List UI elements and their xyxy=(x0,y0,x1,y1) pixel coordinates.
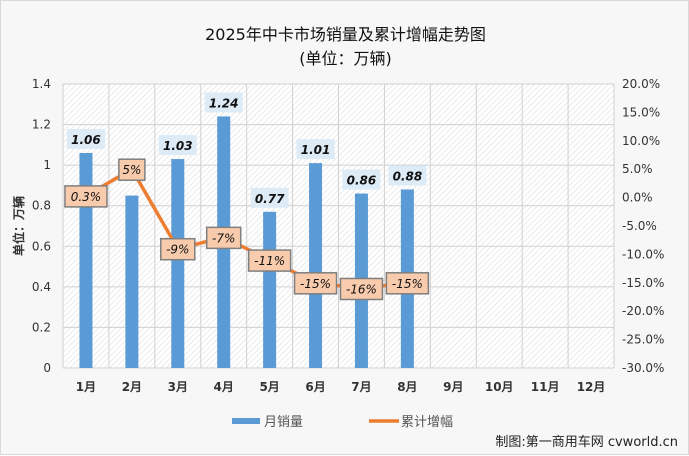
line-label: 5% xyxy=(122,163,141,177)
x-tick-label: 7月 xyxy=(351,380,371,394)
y2-tick-label: 10.0% xyxy=(622,134,660,148)
y2-tick-label: -30.0% xyxy=(622,361,664,375)
line-label: -15% xyxy=(300,277,331,291)
y-tick-label: 0 xyxy=(43,361,51,375)
y-axis-label: 单位：万辆 xyxy=(11,196,26,256)
chart-subtitle: (单位：万辆) xyxy=(299,49,392,68)
line-label: -7% xyxy=(212,231,235,245)
y2-tick-label: 20.0% xyxy=(622,77,660,91)
bar-label-bg xyxy=(204,92,243,113)
x-tick-label: 8月 xyxy=(397,380,417,394)
bar-label: 0.77 xyxy=(255,192,285,206)
line-label-bg xyxy=(64,185,108,208)
legend-bar-swatch xyxy=(232,418,260,424)
y-tick-label: 1 xyxy=(43,158,51,172)
y-tick-label: 1.4 xyxy=(32,77,51,91)
line-label-bg xyxy=(118,158,146,181)
chart-title: 2025年中卡市场销量及累计增幅走势图 xyxy=(205,25,486,44)
bar-label-bg xyxy=(342,169,381,190)
y-tick-label: 0.8 xyxy=(32,199,51,213)
legend-line-label: 累计增幅 xyxy=(401,415,453,430)
bar-label: 0.88 xyxy=(393,169,423,183)
line-label: -16% xyxy=(346,282,377,296)
y2-tick-label: -5.0% xyxy=(622,219,657,233)
line-label-bg xyxy=(160,237,196,261)
bar-label-bg xyxy=(158,135,197,156)
x-tick-label: 1月 xyxy=(76,380,96,394)
bar xyxy=(309,163,323,368)
x-tick-label: 10月 xyxy=(485,380,514,394)
line-label: -9% xyxy=(166,243,189,257)
line-label: -15% xyxy=(392,277,423,291)
y-tick-label: 0.2 xyxy=(32,320,51,334)
x-tick-label: 3月 xyxy=(168,380,188,394)
line-label: 0.3% xyxy=(71,190,102,204)
legend-bar-label: 月销量 xyxy=(264,415,303,430)
bar xyxy=(263,211,277,368)
bar-label: 0.86 xyxy=(347,174,377,188)
x-tick-label: 6月 xyxy=(305,380,325,394)
bar-label-bg xyxy=(250,187,289,208)
bar xyxy=(171,159,185,368)
bar-label-bg xyxy=(388,165,427,186)
y-tick-label: 0.4 xyxy=(32,280,51,294)
bar-label: 1.03 xyxy=(163,139,193,153)
y2-tick-label: 5.0% xyxy=(622,162,653,176)
bar xyxy=(125,195,139,368)
line-label-bg xyxy=(247,249,292,272)
y-tick-label: 1.2 xyxy=(32,118,51,132)
x-tick-label: 5月 xyxy=(259,380,279,394)
x-tick-label: 2月 xyxy=(122,380,142,394)
x-tick-label: 12月 xyxy=(577,380,606,394)
line-label-bg xyxy=(205,226,242,250)
bar-label-bg xyxy=(296,139,335,160)
bar-label: 1.24 xyxy=(209,96,239,110)
bar-label-bg xyxy=(66,128,105,149)
x-tick-label: 4月 xyxy=(214,380,234,394)
bar-label: 1.01 xyxy=(301,143,331,157)
line-label-bg xyxy=(385,272,430,295)
line-label-bg xyxy=(293,272,338,295)
y2-tick-label: -15.0% xyxy=(622,276,664,290)
y-tick-label: 0.6 xyxy=(32,239,51,253)
line-label: -11% xyxy=(254,254,285,268)
y2-tick-label: -20.0% xyxy=(622,304,664,318)
y2-tick-label: 0.0% xyxy=(622,191,653,205)
line-label-bg xyxy=(339,277,384,301)
bar-label: 1.06 xyxy=(71,133,101,147)
x-tick-label: 11月 xyxy=(531,380,560,394)
y2-tick-label: -10.0% xyxy=(622,247,664,261)
x-tick-label: 9月 xyxy=(443,380,463,394)
y2-tick-label: 15.0% xyxy=(622,105,660,119)
y2-tick-label: -25.0% xyxy=(622,333,664,347)
credit: 制图:第一商用车网 cvworld.cn xyxy=(495,435,678,450)
